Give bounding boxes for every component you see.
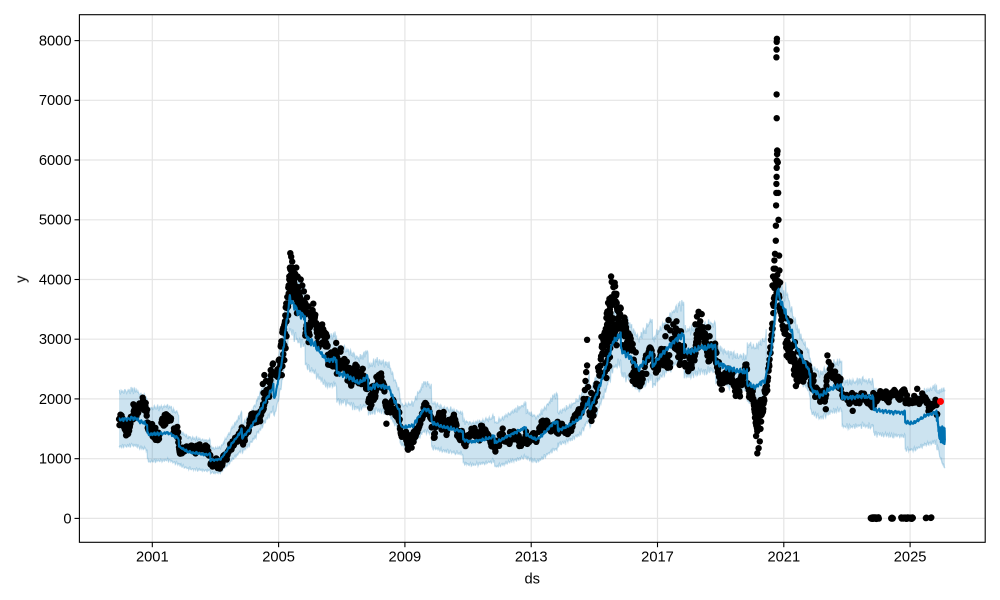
svg-text:7000: 7000 bbox=[39, 93, 72, 109]
svg-text:2017: 2017 bbox=[641, 550, 674, 566]
svg-text:2001: 2001 bbox=[136, 550, 169, 566]
svg-text:2009: 2009 bbox=[389, 550, 422, 566]
svg-text:3000: 3000 bbox=[39, 332, 72, 348]
svg-text:8000: 8000 bbox=[39, 34, 72, 50]
svg-text:2013: 2013 bbox=[515, 550, 548, 566]
svg-text:4000: 4000 bbox=[39, 272, 72, 288]
svg-text:2000: 2000 bbox=[39, 392, 72, 408]
svg-text:1000: 1000 bbox=[39, 452, 72, 468]
svg-text:y: y bbox=[14, 275, 30, 283]
svg-text:2021: 2021 bbox=[767, 550, 800, 566]
svg-text:6000: 6000 bbox=[39, 153, 72, 169]
svg-text:0: 0 bbox=[63, 511, 71, 527]
svg-text:2025: 2025 bbox=[894, 550, 927, 566]
svg-text:5000: 5000 bbox=[39, 213, 72, 229]
svg-text:ds: ds bbox=[524, 572, 540, 588]
svg-text:2005: 2005 bbox=[262, 550, 295, 566]
